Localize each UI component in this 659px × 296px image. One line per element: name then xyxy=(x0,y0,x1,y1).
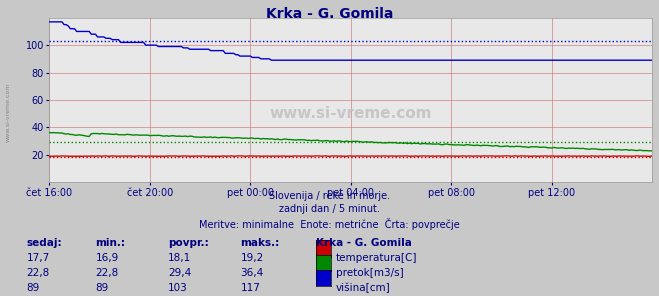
Text: temperatura[C]: temperatura[C] xyxy=(336,253,418,263)
Text: Slovenija / reke in morje.: Slovenija / reke in morje. xyxy=(269,191,390,201)
Text: 89: 89 xyxy=(26,283,40,293)
Text: 16,9: 16,9 xyxy=(96,253,119,263)
Text: 103: 103 xyxy=(168,283,188,293)
Text: 29,4: 29,4 xyxy=(168,268,191,278)
Text: 17,7: 17,7 xyxy=(26,253,49,263)
Text: Meritve: minimalne  Enote: metrične  Črta: povprečje: Meritve: minimalne Enote: metrične Črta:… xyxy=(199,218,460,230)
Text: povpr.:: povpr.: xyxy=(168,238,209,248)
Text: 18,1: 18,1 xyxy=(168,253,191,263)
Text: višina[cm]: višina[cm] xyxy=(336,283,391,293)
Text: 22,8: 22,8 xyxy=(96,268,119,278)
Text: www.si-vreme.com: www.si-vreme.com xyxy=(270,106,432,120)
Text: sedaj:: sedaj: xyxy=(26,238,62,248)
Text: zadnji dan / 5 minut.: zadnji dan / 5 minut. xyxy=(279,204,380,214)
Text: maks.:: maks.: xyxy=(241,238,280,248)
Text: Krka - G. Gomila: Krka - G. Gomila xyxy=(316,238,412,248)
Text: pretok[m3/s]: pretok[m3/s] xyxy=(336,268,404,278)
Text: www.si-vreme.com: www.si-vreme.com xyxy=(5,83,11,142)
Text: min.:: min.: xyxy=(96,238,126,248)
Text: 89: 89 xyxy=(96,283,109,293)
Text: 22,8: 22,8 xyxy=(26,268,49,278)
Text: 36,4: 36,4 xyxy=(241,268,264,278)
Text: Krka - G. Gomila: Krka - G. Gomila xyxy=(266,7,393,21)
Text: 117: 117 xyxy=(241,283,260,293)
Text: 19,2: 19,2 xyxy=(241,253,264,263)
